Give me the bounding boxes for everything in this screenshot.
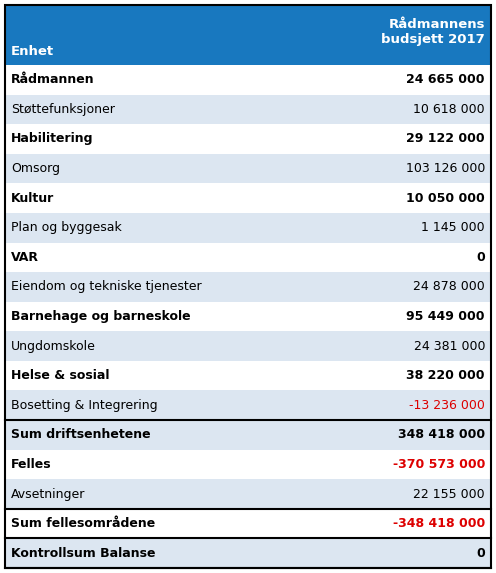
Text: 38 220 000: 38 220 000	[407, 369, 485, 382]
Bar	[5, 302, 491, 331]
Bar	[5, 390, 491, 420]
Text: Kultur: Kultur	[11, 191, 54, 205]
Text: Enhet: Enhet	[11, 45, 54, 58]
Text: Helse & sosial: Helse & sosial	[11, 369, 110, 382]
Text: Omsorg: Omsorg	[11, 162, 60, 175]
Text: Støttefunksjoner: Støttefunksjoner	[11, 103, 115, 116]
Text: Barnehage og barneskole: Barnehage og barneskole	[11, 310, 190, 323]
Text: 24 665 000: 24 665 000	[407, 73, 485, 87]
Text: 0: 0	[476, 547, 485, 560]
Text: 24 381 000: 24 381 000	[414, 340, 485, 352]
Text: -348 418 000: -348 418 000	[393, 517, 485, 530]
Bar	[5, 242, 491, 272]
Bar	[5, 183, 491, 213]
Bar	[5, 95, 491, 124]
Bar	[5, 213, 491, 242]
Bar	[5, 154, 491, 183]
Bar	[5, 65, 491, 95]
Text: Sum fellesområdene: Sum fellesområdene	[11, 517, 155, 530]
Text: Habilitering: Habilitering	[11, 132, 94, 146]
Text: 103 126 000: 103 126 000	[406, 162, 485, 175]
Text: 1 145 000: 1 145 000	[422, 221, 485, 234]
Bar	[5, 450, 491, 479]
Text: Eiendom og tekniske tjenester: Eiendom og tekniske tjenester	[11, 280, 202, 293]
Text: Plan og byggesak: Plan og byggesak	[11, 221, 122, 234]
Bar	[5, 5, 491, 65]
Text: -13 236 000: -13 236 000	[409, 399, 485, 412]
Bar	[5, 272, 491, 302]
Text: -370 573 000: -370 573 000	[393, 458, 485, 471]
Text: Felles: Felles	[11, 458, 52, 471]
Text: 22 155 000: 22 155 000	[413, 488, 485, 501]
Bar	[5, 331, 491, 361]
Bar	[5, 509, 491, 539]
Text: 0: 0	[476, 251, 485, 264]
Text: 29 122 000: 29 122 000	[406, 132, 485, 146]
Bar	[5, 420, 491, 450]
Text: Rådmannens
budsjett 2017: Rådmannens budsjett 2017	[381, 18, 485, 46]
Text: VAR: VAR	[11, 251, 39, 264]
Text: 10 618 000: 10 618 000	[413, 103, 485, 116]
Text: 95 449 000: 95 449 000	[407, 310, 485, 323]
Text: 348 418 000: 348 418 000	[398, 429, 485, 441]
Text: Bosetting & Integrering: Bosetting & Integrering	[11, 399, 158, 412]
Text: Kontrollsum Balanse: Kontrollsum Balanse	[11, 547, 156, 560]
Bar	[5, 124, 491, 154]
Text: Ungdomskole: Ungdomskole	[11, 340, 96, 352]
Text: 10 050 000: 10 050 000	[406, 191, 485, 205]
Text: Sum driftsenhetene: Sum driftsenhetene	[11, 429, 151, 441]
Text: 24 878 000: 24 878 000	[413, 280, 485, 293]
Text: Avsetninger: Avsetninger	[11, 488, 85, 501]
Bar	[5, 539, 491, 568]
Text: Rådmannen: Rådmannen	[11, 73, 95, 87]
Bar	[5, 479, 491, 509]
Bar	[5, 361, 491, 390]
